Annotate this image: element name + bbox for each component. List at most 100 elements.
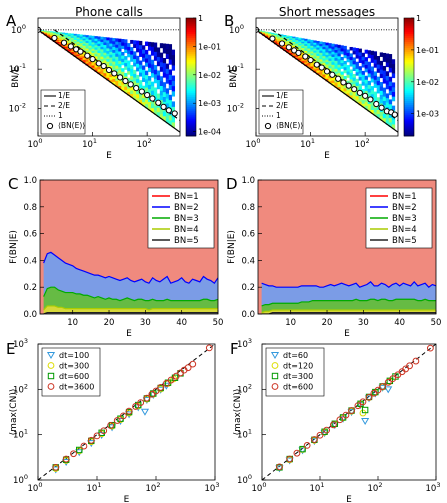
density-cell xyxy=(319,52,323,55)
density-cell xyxy=(55,39,60,41)
density-cell xyxy=(382,65,387,71)
density-cell xyxy=(97,57,101,61)
density-cell xyxy=(82,47,86,50)
density-cell xyxy=(307,64,311,67)
density-cell xyxy=(142,53,146,58)
colorbar-segment xyxy=(186,49,196,52)
density-cell xyxy=(61,32,66,34)
density-cell xyxy=(304,42,308,45)
density-cell xyxy=(322,62,326,66)
density-cell xyxy=(97,50,101,54)
density-cell xyxy=(150,90,155,96)
density-cell xyxy=(388,67,393,73)
colorbar-segment xyxy=(404,116,414,119)
density-cell xyxy=(385,93,390,99)
density-cell xyxy=(52,33,57,35)
colorbar-segment xyxy=(404,61,414,64)
density-cell xyxy=(373,91,378,96)
density-cell xyxy=(361,56,365,61)
density-cell xyxy=(307,46,311,49)
density-cell xyxy=(340,45,344,49)
density-cell xyxy=(162,87,167,93)
density-cell xyxy=(271,32,275,34)
legend-label: BN=4 xyxy=(392,225,417,235)
density-cell xyxy=(156,47,161,53)
density-cell xyxy=(49,31,54,33)
density-cell xyxy=(64,32,69,35)
density-cell xyxy=(58,42,63,44)
density-cell xyxy=(304,64,308,67)
density-cell xyxy=(127,88,131,93)
density-cell xyxy=(147,101,152,107)
density-cell xyxy=(274,33,278,35)
x-tick-label-base: 10 xyxy=(205,484,216,494)
legend-marker xyxy=(264,122,272,130)
density-cell xyxy=(325,49,329,53)
colorbar-tick-label: 1e-04 xyxy=(198,128,221,137)
colorbar-segment xyxy=(404,108,414,111)
density-cell xyxy=(109,73,113,78)
density-cell xyxy=(388,85,393,91)
density-cell xyxy=(283,47,287,49)
density-cell xyxy=(133,58,137,63)
density-cell xyxy=(91,46,95,49)
colorbar-segment xyxy=(404,126,414,129)
x-tick-label-base: 10 xyxy=(355,140,366,150)
density-cell xyxy=(109,40,113,44)
density-cell xyxy=(112,58,116,62)
point-triangle xyxy=(364,395,374,403)
colorbar-segment xyxy=(404,59,414,62)
density-cell xyxy=(118,54,122,58)
density-cell xyxy=(379,111,384,117)
colorbar-segment xyxy=(404,84,414,88)
density-cell xyxy=(106,58,110,62)
colorbar-segment xyxy=(186,104,196,107)
y-tick-label-base: 10 xyxy=(237,431,248,441)
density-cell xyxy=(301,38,305,41)
x-axis-label: E xyxy=(126,329,132,339)
density-cell xyxy=(361,88,365,93)
density-cell xyxy=(49,35,54,37)
density-cell xyxy=(94,47,98,50)
y-tick-label-base: 10 xyxy=(227,105,238,115)
colorbar-segment xyxy=(404,31,414,35)
density-cell xyxy=(136,82,140,87)
density-cell xyxy=(310,51,314,54)
density-cell xyxy=(153,65,158,70)
density-cell xyxy=(115,44,119,48)
density-cell xyxy=(358,52,362,56)
mean-point xyxy=(307,57,314,64)
density-cell xyxy=(46,34,51,35)
density-cell xyxy=(121,51,125,56)
y-tick-label: 10-2 xyxy=(227,102,244,115)
legend-label: BN=1 xyxy=(174,192,199,202)
point-circle xyxy=(271,362,279,369)
mean-point xyxy=(285,44,292,51)
density-cell xyxy=(325,66,329,70)
mean-point xyxy=(149,95,156,102)
colorbar-segment xyxy=(186,31,196,35)
density-cell xyxy=(304,59,308,61)
density-cell xyxy=(382,87,387,93)
plot-frame xyxy=(261,343,437,481)
density-cell xyxy=(298,43,302,46)
colorbar-segment xyxy=(186,75,196,78)
density-cell xyxy=(168,94,173,101)
density-cell xyxy=(364,75,368,80)
colorbar-segment xyxy=(404,55,414,58)
density-cell xyxy=(76,34,80,37)
density-cell xyxy=(265,33,269,34)
density-cell xyxy=(85,44,89,47)
colorbar-segment xyxy=(186,108,196,111)
density-cell xyxy=(147,105,152,111)
legend-label: 1/E xyxy=(58,91,70,100)
density-cell xyxy=(162,43,167,49)
density-cell xyxy=(313,50,317,53)
density-cell xyxy=(147,76,152,81)
density-cell xyxy=(328,48,332,51)
density-cell xyxy=(280,37,284,39)
density-cell xyxy=(97,41,101,44)
legend-label: dt=3600 xyxy=(59,383,94,392)
density-cell xyxy=(64,36,69,38)
x-tick-label: 103 xyxy=(205,481,220,494)
